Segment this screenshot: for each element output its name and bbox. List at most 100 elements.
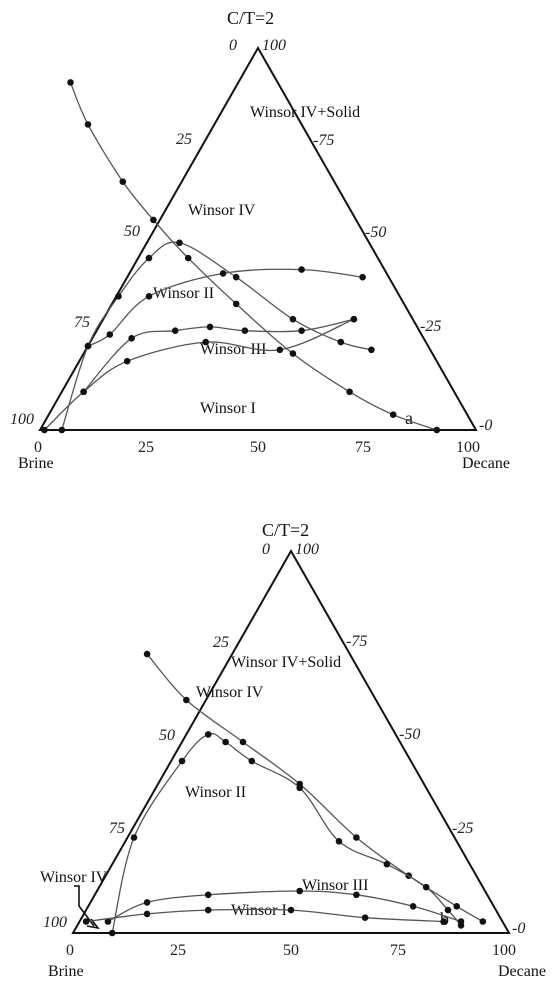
bottom-tick-50-a: 50 [250,439,266,456]
left-side-tick-50-a: 50 [124,223,140,240]
triangle-outline-b [71,548,511,934]
boundaries-b [82,650,487,937]
left-side-tick-75-a: 75 [74,314,90,331]
apex-label-a: C/T=2 [227,8,274,28]
data-point-a-1-7 [289,350,297,357]
right-side-tick-0-b: -0 [512,920,525,937]
right-side-tick-50-b: -50 [399,726,420,743]
data-point-b-1-7 [453,903,461,910]
data-point-a-3-4 [219,270,227,277]
right-side-tick-0-a: -0 [479,417,492,434]
bottom-tick-25-a: 25 [138,439,154,456]
top-right-tick-a: 100 [262,37,286,54]
data-point-b-3-1 [104,918,112,925]
data-point-a-5-6 [350,315,358,323]
region-label-winsor-iv-small-b: Winsor IV [40,869,108,886]
region-label-winsor-iii-b: Winsor III [302,877,368,894]
winsor-iv-callout-line [74,885,95,927]
corner-label-brine-b: Brine [48,963,84,980]
top-left-tick-a: 0 [229,37,237,54]
bottom-tick-75-b: 75 [390,942,406,959]
data-point-a-2-7 [289,315,297,323]
data-point-b-2-11 [444,906,452,914]
data-point-a-2-8 [337,338,345,346]
data-point-b-4-3 [204,906,212,914]
bottom-tick-0-a: 0 [34,439,42,456]
data-point-b-2-10 [422,883,430,891]
panel-tag-a: a [405,408,413,428]
left-side-tick-25-a: 25 [176,131,192,148]
data-point-a-1-4 [150,216,157,224]
data-point-b-1-2 [183,696,190,704]
data-point-b-4-1 [82,918,90,925]
data-point-a-4-2 [298,327,305,335]
boundary-curve-a-1 [69,81,438,431]
data-point-b-3-3 [204,891,212,899]
data-point-b-3-2 [143,899,151,906]
region-label-winsor-iv-a: Winsor IV [188,202,256,219]
left-side-tick-100-b: 100 [43,914,67,931]
bottom-tick-75-a: 75 [355,439,371,456]
left-side-tick-100-a: 100 [10,411,34,428]
data-point-a-5-1 [41,426,48,434]
data-point-a-3-3 [145,293,153,300]
region-label-winsor-i-a: Winsor I [200,400,256,417]
data-point-a-5-2 [80,388,87,396]
data-point-b-1-8 [479,918,487,925]
data-point-b-4-6 [440,918,447,925]
right-side-tick-25-a: -25 [420,318,441,335]
data-point-a-1-3 [119,178,127,185]
data-point-a-5-5 [276,346,284,354]
data-point-a-2-6 [232,273,240,281]
region-label-winsor-iv-solid-b: Winsor IV+Solid [231,654,341,671]
data-point-a-2-1 [58,426,66,434]
data-point-b-3-5 [353,891,360,899]
data-point-b-2-6 [248,757,256,765]
data-point-a-2-5 [176,239,183,247]
right-side-tick-75-b: -75 [346,633,367,650]
left-side-tick-75-b: 75 [109,820,125,837]
bottom-tick-25-b: 25 [170,942,186,959]
data-point-b-1-1 [143,650,151,658]
region-label-winsor-iv-b: Winsor IV [196,684,264,701]
panel-a: C/T=2 0 100 25 50 75 100 -75 -50 -25 -0 … [10,8,510,472]
left-side-tick-25-b: 25 [213,634,229,651]
right-side-tick-75-a: -75 [313,132,334,149]
data-point-b-1-5 [353,834,360,841]
data-point-a-1-9 [389,411,397,419]
bottom-tick-100-b: 100 [492,942,516,959]
data-point-b-2-7 [296,784,304,792]
data-point-b-4-4 [287,906,295,914]
region-label-winsor-ii-a: Winsor II [153,285,214,302]
data-point-b-2-3 [178,757,186,765]
panel-b: C/T=2 0 100 25 50 75 100 -75 -50 -25 -0 … [40,520,546,980]
data-point-a-3-1 [84,342,92,350]
data-point-a-4-3 [241,327,249,335]
data-point-a-2-3 [115,293,122,300]
data-point-a-1-1 [67,79,74,86]
data-point-a-5-4 [202,338,209,346]
data-point-a-3-6 [359,273,366,281]
data-point-a-1-2 [84,121,92,128]
data-point-b-2-8 [335,838,343,845]
data-point-a-5-3 [123,357,131,365]
corner-label-decane-b: Decane [498,963,546,980]
data-point-b-2-4 [204,731,212,738]
data-point-a-3-5 [298,266,305,273]
data-point-b-2-1 [108,929,116,937]
region-label-winsor-ii-b: Winsor II [185,784,246,801]
left-side-tick-50-b: 50 [159,727,175,744]
boundaries-a [41,79,441,434]
data-point-b-1-3 [239,738,247,746]
data-point-b-2-9 [383,860,391,868]
data-point-a-4-5 [171,327,179,335]
data-point-a-2-4 [145,254,153,262]
data-point-a-1-10 [433,426,441,434]
region-label-winsor-i-b: Winsor I [231,902,287,919]
data-point-a-3-2 [106,331,114,338]
data-point-b-4-2 [143,910,151,918]
right-side-tick-25-b: -25 [452,820,473,837]
data-point-b-2-5 [222,738,229,746]
data-point-a-4-4 [206,323,214,331]
data-point-a-4-6 [128,335,135,342]
